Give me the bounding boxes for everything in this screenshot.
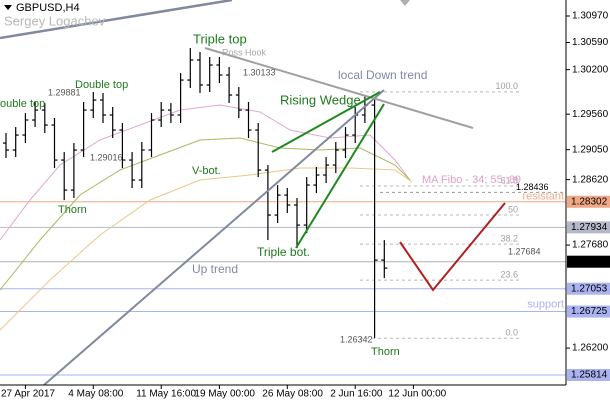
x-tick-label: 19 May 00:00 (194, 389, 255, 400)
fibo-label: 50 (508, 204, 518, 214)
level-box (567, 282, 610, 295)
x-tick-label: 12 Jun 00:00 (388, 389, 446, 400)
text-layer: resistant support 100.0 61.8 50 38.2 23.6 0.0 Tr… (0, 31, 564, 357)
ma-55 (0, 137, 411, 291)
annotation: Triple top (193, 31, 247, 46)
annotation: Rising Wedge (280, 92, 361, 107)
ma-34 (0, 104, 411, 241)
y-tick-label: 1.29560 (572, 109, 609, 120)
annotation: Double top (75, 79, 128, 91)
fibo-label: 100.0 (495, 81, 518, 91)
bars-layer (3, 48, 388, 339)
ma-89 (0, 167, 413, 331)
x-tick-label: 4 May 08:00 (68, 389, 123, 400)
y-tick-label: 1.30590 (572, 37, 609, 48)
wedge-line (271, 91, 381, 153)
annotation: 1.29881 (48, 87, 81, 97)
level-box (567, 368, 610, 381)
y-tick-label: 1.30200 (572, 64, 609, 75)
annotation: Thorn (58, 204, 87, 216)
level-label: 1.27934 (571, 222, 608, 233)
fibo-label: 61.8 (500, 175, 518, 185)
level-label: 1.27053 (571, 283, 608, 294)
level-box (567, 195, 610, 208)
annotation: Thorn (371, 346, 400, 358)
level-label: 1.27441 (571, 256, 608, 267)
annotation: 1.26342 (340, 334, 373, 344)
x-tick-label: 11 May 16:00 (136, 389, 196, 400)
fibo-label: 38.2 (500, 233, 518, 243)
watermark: Sergey Logachev (4, 13, 106, 28)
symbol-icon (4, 5, 12, 10)
trend-line (0, 0, 233, 40)
x-tick-label: 26 May 08:00 (262, 389, 323, 400)
level-label: 1.28436 (516, 182, 549, 192)
level-box (567, 221, 610, 234)
level-name: resistant (522, 191, 564, 203)
y-tick-label: 1.30970 (572, 11, 609, 22)
level-label: 1.28302 (571, 196, 608, 207)
annotation: V-bot. (192, 165, 221, 177)
forecast-path (399, 202, 506, 292)
annotation: 1.30133 (243, 67, 276, 77)
level-label: 1.25814 (571, 370, 608, 381)
annotation: Up trend (192, 262, 238, 276)
wedge-line (295, 103, 385, 249)
symbol-label: GBPUSD,H4 (16, 2, 80, 14)
annotation: MA Fibo - 34; 55; 89 (422, 174, 521, 186)
fibo-label: 0.0 (505, 328, 518, 338)
level-box (567, 255, 610, 268)
level-label: 1.26725 (571, 306, 608, 317)
level-name: support (527, 299, 564, 311)
level-box (567, 305, 610, 318)
y-tick-label: 1.28620 (572, 174, 609, 185)
annotation: 1.29016 (90, 152, 123, 162)
fibo-label: 23.6 (500, 269, 518, 279)
annotation: Triple bot. (257, 245, 310, 259)
annotation: 1.27684 (508, 246, 541, 256)
y-tick-label: 1.27680 (572, 240, 609, 251)
down-trend-line (204, 47, 474, 129)
up-trend-line (43, 89, 385, 386)
annotation: Ross Hook (222, 47, 267, 57)
annotation: ouble top (0, 98, 45, 110)
y-tick-label: 1.26200 (572, 343, 609, 354)
annotation: local Down trend (338, 68, 427, 82)
x-tick-label: 27 Apr 2017 (1, 389, 55, 400)
marker-triangle (400, 0, 410, 6)
y-tick-label: 1.29050 (572, 144, 609, 155)
x-tick-label: 2 Jun 16:00 (330, 389, 383, 400)
